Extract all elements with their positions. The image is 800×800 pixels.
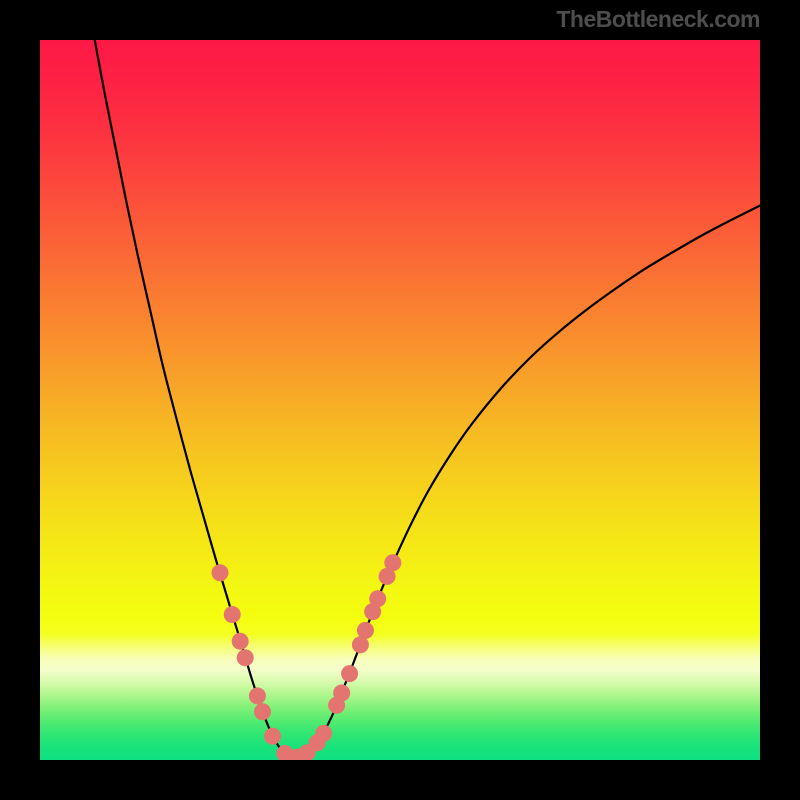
curve-layer — [0, 0, 800, 800]
data-marker — [232, 633, 249, 650]
data-marker — [237, 649, 254, 666]
data-marker — [264, 728, 281, 745]
data-marker — [254, 703, 271, 720]
data-marker — [249, 687, 266, 704]
bottleneck-curve — [95, 40, 760, 758]
data-marker — [315, 725, 332, 742]
watermark-text: TheBottleneck.com — [556, 6, 760, 33]
data-marker — [369, 590, 386, 607]
chart-container: TheBottleneck.com — [0, 0, 800, 800]
data-marker — [224, 606, 241, 623]
data-marker — [341, 665, 358, 682]
data-marker — [357, 622, 374, 639]
data-marker — [212, 564, 229, 581]
data-marker — [333, 685, 350, 702]
data-marker — [384, 554, 401, 571]
